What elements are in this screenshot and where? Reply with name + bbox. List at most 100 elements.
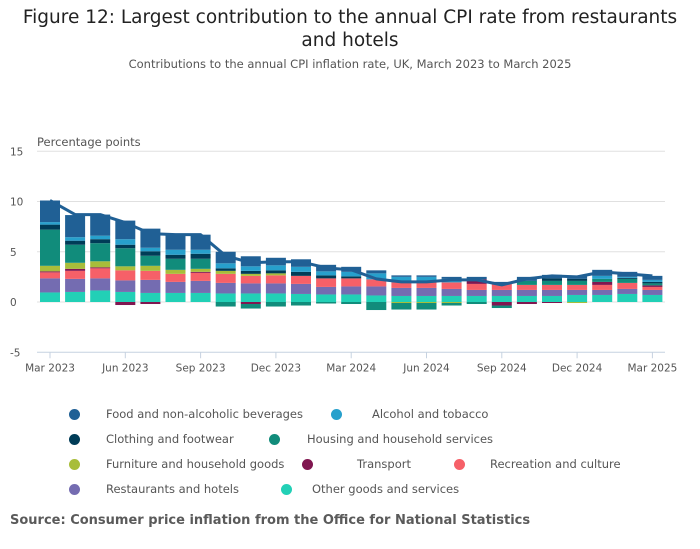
bar-segment[interactable] [190, 268, 211, 272]
bar-segment[interactable] [542, 278, 562, 281]
bar-segment[interactable] [542, 289, 562, 296]
bar-segment[interactable] [592, 284, 613, 290]
bar-segment[interactable] [90, 239, 111, 244]
bar-segment[interactable] [341, 302, 362, 305]
bar-segment[interactable] [516, 302, 537, 305]
bar-segment[interactable] [366, 279, 387, 287]
bar-segment[interactable] [441, 282, 462, 289]
bar-segment[interactable] [115, 244, 136, 249]
bar-stack[interactable] [491, 281, 512, 309]
bar-segment[interactable] [265, 302, 286, 307]
bar-segment[interactable] [291, 271, 311, 276]
bar-segment[interactable] [466, 283, 487, 290]
bar-segment[interactable] [441, 303, 462, 306]
bar-segment[interactable] [165, 273, 186, 282]
bar-segment[interactable] [516, 280, 537, 285]
bar-segment[interactable] [642, 285, 663, 287]
legend-label[interactable]: Clothing and footwear [106, 432, 234, 446]
bar-segment[interactable] [316, 271, 337, 276]
bar-segment[interactable] [90, 278, 111, 291]
bar-segment[interactable] [40, 229, 60, 266]
legend-marker-icon[interactable] [281, 484, 292, 495]
bar-segment[interactable] [215, 302, 236, 307]
legend-marker-icon[interactable] [302, 459, 313, 470]
bar-segment[interactable] [291, 302, 311, 306]
bar-segment[interactable] [416, 302, 437, 304]
bar-segment[interactable] [190, 272, 211, 281]
bar-stack[interactable] [190, 234, 211, 302]
bar-segment[interactable] [165, 249, 186, 255]
bar-stack[interactable] [391, 275, 412, 310]
bar-segment[interactable] [491, 289, 512, 296]
bar-segment[interactable] [240, 304, 261, 309]
bar-segment[interactable] [115, 239, 136, 245]
bar-segment[interactable] [341, 294, 362, 302]
bar-segment[interactable] [140, 255, 161, 266]
bar-segment[interactable] [567, 302, 588, 304]
bar-segment[interactable] [265, 265, 286, 271]
legend-label[interactable]: Restaurants and hotels [106, 482, 239, 496]
bar-segment[interactable] [391, 275, 412, 277]
bar-segment[interactable] [265, 275, 286, 284]
bar-segment[interactable] [316, 275, 337, 279]
bar-segment[interactable] [416, 287, 437, 296]
legend-marker-icon[interactable] [69, 459, 80, 470]
bar-segment[interactable] [265, 293, 286, 302]
bar-segment[interactable] [391, 287, 412, 296]
legend-label[interactable]: Transport [357, 457, 411, 471]
legend-marker-icon[interactable] [331, 409, 342, 420]
bar-segment[interactable] [40, 272, 60, 279]
bar-segment[interactable] [416, 282, 437, 288]
legend-marker-icon[interactable] [69, 434, 80, 445]
bar-segment[interactable] [115, 280, 136, 292]
bar-segment[interactable] [542, 295, 562, 302]
bar-segment[interactable] [416, 295, 437, 302]
bar-segment[interactable] [215, 263, 236, 269]
bar-stack[interactable] [366, 270, 387, 311]
bar-segment[interactable] [265, 283, 286, 294]
bar-segment[interactable] [190, 258, 211, 269]
bar-segment[interactable] [391, 282, 412, 288]
bar-segment[interactable] [567, 280, 588, 285]
bar-stack[interactable] [115, 220, 136, 306]
bar-segment[interactable] [617, 277, 638, 279]
bar-segment[interactable] [240, 283, 261, 294]
bar-segment[interactable] [90, 243, 111, 262]
bar-segment[interactable] [542, 280, 562, 285]
legend-label[interactable]: Recreation and culture [490, 457, 621, 471]
bar-segment[interactable] [341, 271, 362, 277]
bar-segment[interactable] [617, 276, 638, 278]
bar-segment[interactable] [642, 275, 663, 280]
bar-segment[interactable] [416, 276, 437, 283]
bar-segment[interactable] [567, 289, 588, 295]
bar-segment[interactable] [567, 294, 588, 302]
bar-segment[interactable] [466, 289, 487, 296]
bar-segment[interactable] [140, 292, 161, 302]
bar-segment[interactable] [291, 266, 311, 272]
bar-segment[interactable] [215, 270, 236, 274]
bar-segment[interactable] [491, 305, 512, 309]
bar-stack[interactable] [617, 271, 638, 302]
bar-segment[interactable] [642, 294, 663, 302]
bar-segment[interactable] [90, 214, 111, 236]
legend-label[interactable]: Food and non-alcoholic beverages [106, 407, 303, 421]
bar-segment[interactable] [190, 280, 211, 293]
bar-segment[interactable] [592, 278, 613, 282]
bar-stack[interactable] [140, 228, 161, 305]
bar-segment[interactable] [165, 234, 186, 250]
bar-segment[interactable] [642, 283, 663, 286]
bar-segment[interactable] [366, 295, 387, 302]
bar-segment[interactable] [40, 222, 60, 225]
bar-segment[interactable] [341, 276, 362, 279]
legend-label[interactable]: Furniture and household goods [106, 457, 285, 471]
bar-stack[interactable] [567, 275, 588, 304]
bar-segment[interactable] [642, 289, 663, 295]
bar-stack[interactable] [40, 200, 60, 302]
bar-segment[interactable] [316, 294, 337, 302]
bar-segment[interactable] [165, 258, 186, 270]
bar-segment[interactable] [617, 293, 638, 302]
bar-segment[interactable] [466, 295, 487, 302]
bar-stack[interactable] [65, 215, 86, 302]
bar-segment[interactable] [265, 273, 286, 276]
bar-segment[interactable] [491, 283, 512, 290]
